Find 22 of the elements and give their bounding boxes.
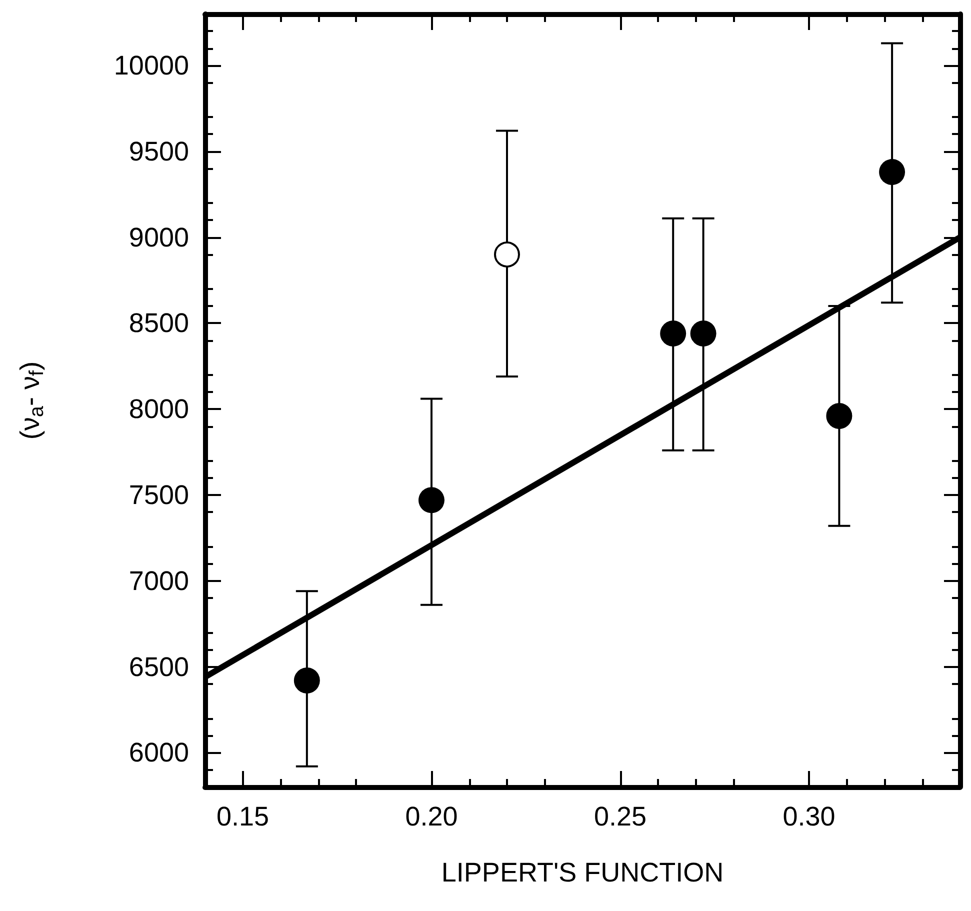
y-tick-label: 9000 <box>128 222 189 252</box>
point <box>418 487 444 514</box>
x-tick-label: 0.25 <box>594 802 647 832</box>
y-tick-label: 7500 <box>128 480 189 510</box>
x-tick-label: 0.20 <box>405 802 458 832</box>
point <box>660 320 686 346</box>
y-tick-label: 6500 <box>128 652 189 682</box>
point <box>826 402 852 429</box>
y-tick-label: 8500 <box>128 308 189 338</box>
point <box>494 241 520 268</box>
x-tick-label: 0.15 <box>216 802 270 832</box>
point <box>690 320 716 346</box>
y-tick-label: 7000 <box>128 566 189 596</box>
y-tick-label: 10000 <box>114 50 189 81</box>
y-axis-title: (νa- νf) <box>15 361 48 440</box>
y-tick-label: 9500 <box>128 136 189 166</box>
x-axis-title: LIPPERT'S FUNCTION <box>441 858 724 888</box>
point <box>879 159 906 186</box>
x-tick-label: 0.30 <box>782 802 836 832</box>
point <box>294 668 320 694</box>
y-tick-label: 8000 <box>128 394 189 424</box>
y-tick-label: 6000 <box>128 738 189 768</box>
